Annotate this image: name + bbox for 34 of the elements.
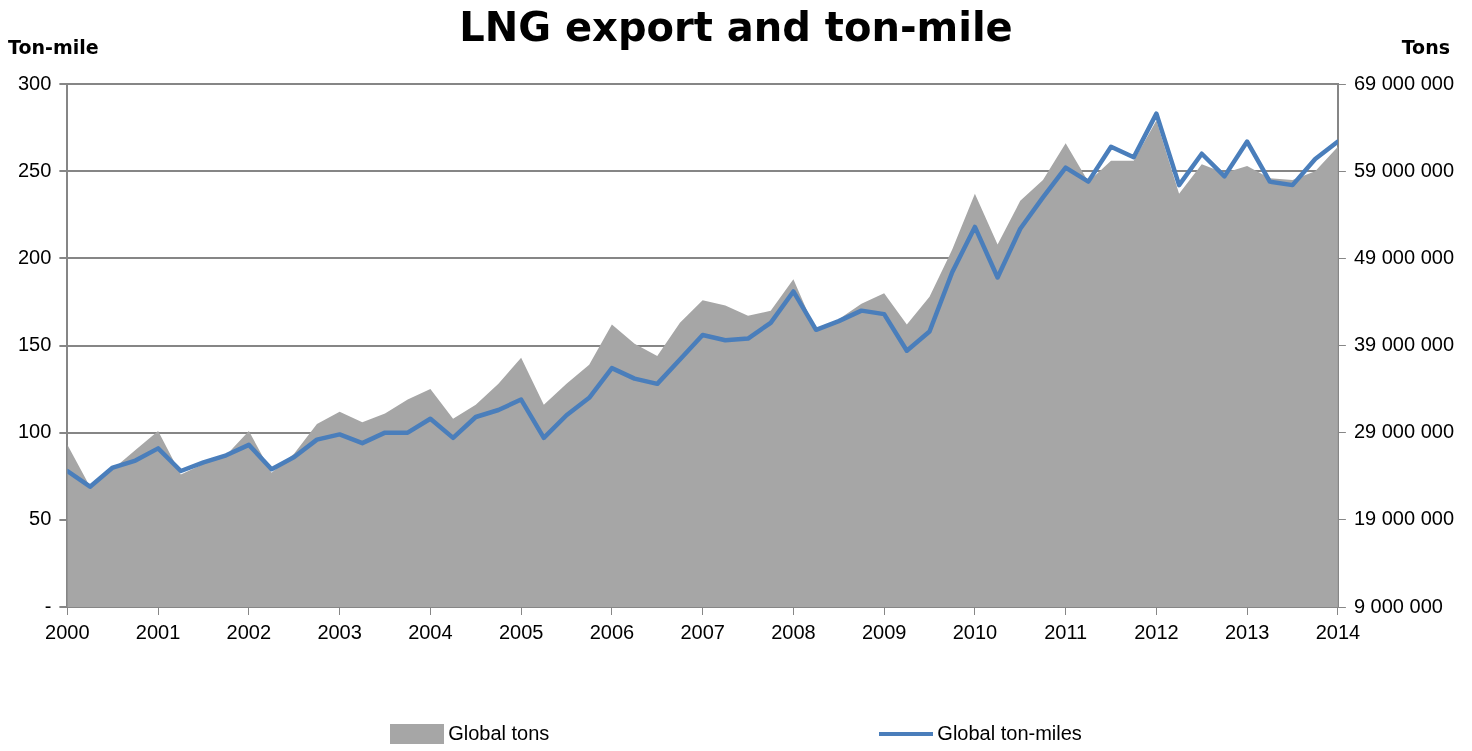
y2-tick-label: 29 000 000 — [1353, 420, 1455, 443]
y2-tick-label: 69 000 000 — [1353, 71, 1455, 94]
chart-title: LNG export and ton-mile — [459, 4, 1013, 50]
y-tick-label: - — [44, 594, 52, 617]
x-tick-label: 2005 — [498, 620, 544, 643]
x-tick-label: 2007 — [680, 620, 725, 643]
y2-tick-label: 9 000 000 — [1353, 594, 1443, 617]
x-tick-label: 2012 — [1134, 620, 1179, 643]
y-tick-label: 50 — [29, 507, 52, 530]
y-tick-label: 100 — [17, 420, 52, 443]
y2-tick-label: 49 000 000 — [1353, 245, 1455, 268]
y2-tick-label: 19 000 000 — [1353, 507, 1455, 530]
y-tick-label: 250 — [17, 158, 52, 181]
x-tick-label: 2003 — [317, 620, 362, 643]
y2-axis-title: Tons — [1401, 36, 1450, 58]
x-tick-label: 2008 — [771, 620, 816, 643]
legend-label: Global tons — [448, 722, 550, 745]
legend-label: Global ton-miles — [937, 722, 1082, 745]
y-tick-label: 300 — [17, 71, 52, 94]
x-tick-label: 2006 — [589, 620, 635, 643]
x-tick-label: 2014 — [1315, 620, 1361, 643]
x-tick-label: 2010 — [952, 620, 998, 643]
x-tick-label: 2013 — [1224, 620, 1270, 643]
y2-tick-label: 59 000 000 — [1353, 158, 1455, 181]
y-tick-label: 150 — [17, 333, 52, 356]
x-tick-label: 2002 — [226, 620, 272, 643]
x-tick-label: 2009 — [861, 620, 907, 643]
y-axis-title: Ton-mile — [8, 36, 99, 58]
y2-tick-label: 39 000 000 — [1353, 333, 1455, 356]
y-tick-label: 200 — [17, 245, 52, 268]
x-tick-label: 2011 — [1044, 620, 1088, 643]
x-tick-label: 2004 — [408, 620, 453, 643]
x-tick-label: 2001 — [135, 620, 181, 643]
x-tick-label: 2000 — [45, 620, 90, 643]
